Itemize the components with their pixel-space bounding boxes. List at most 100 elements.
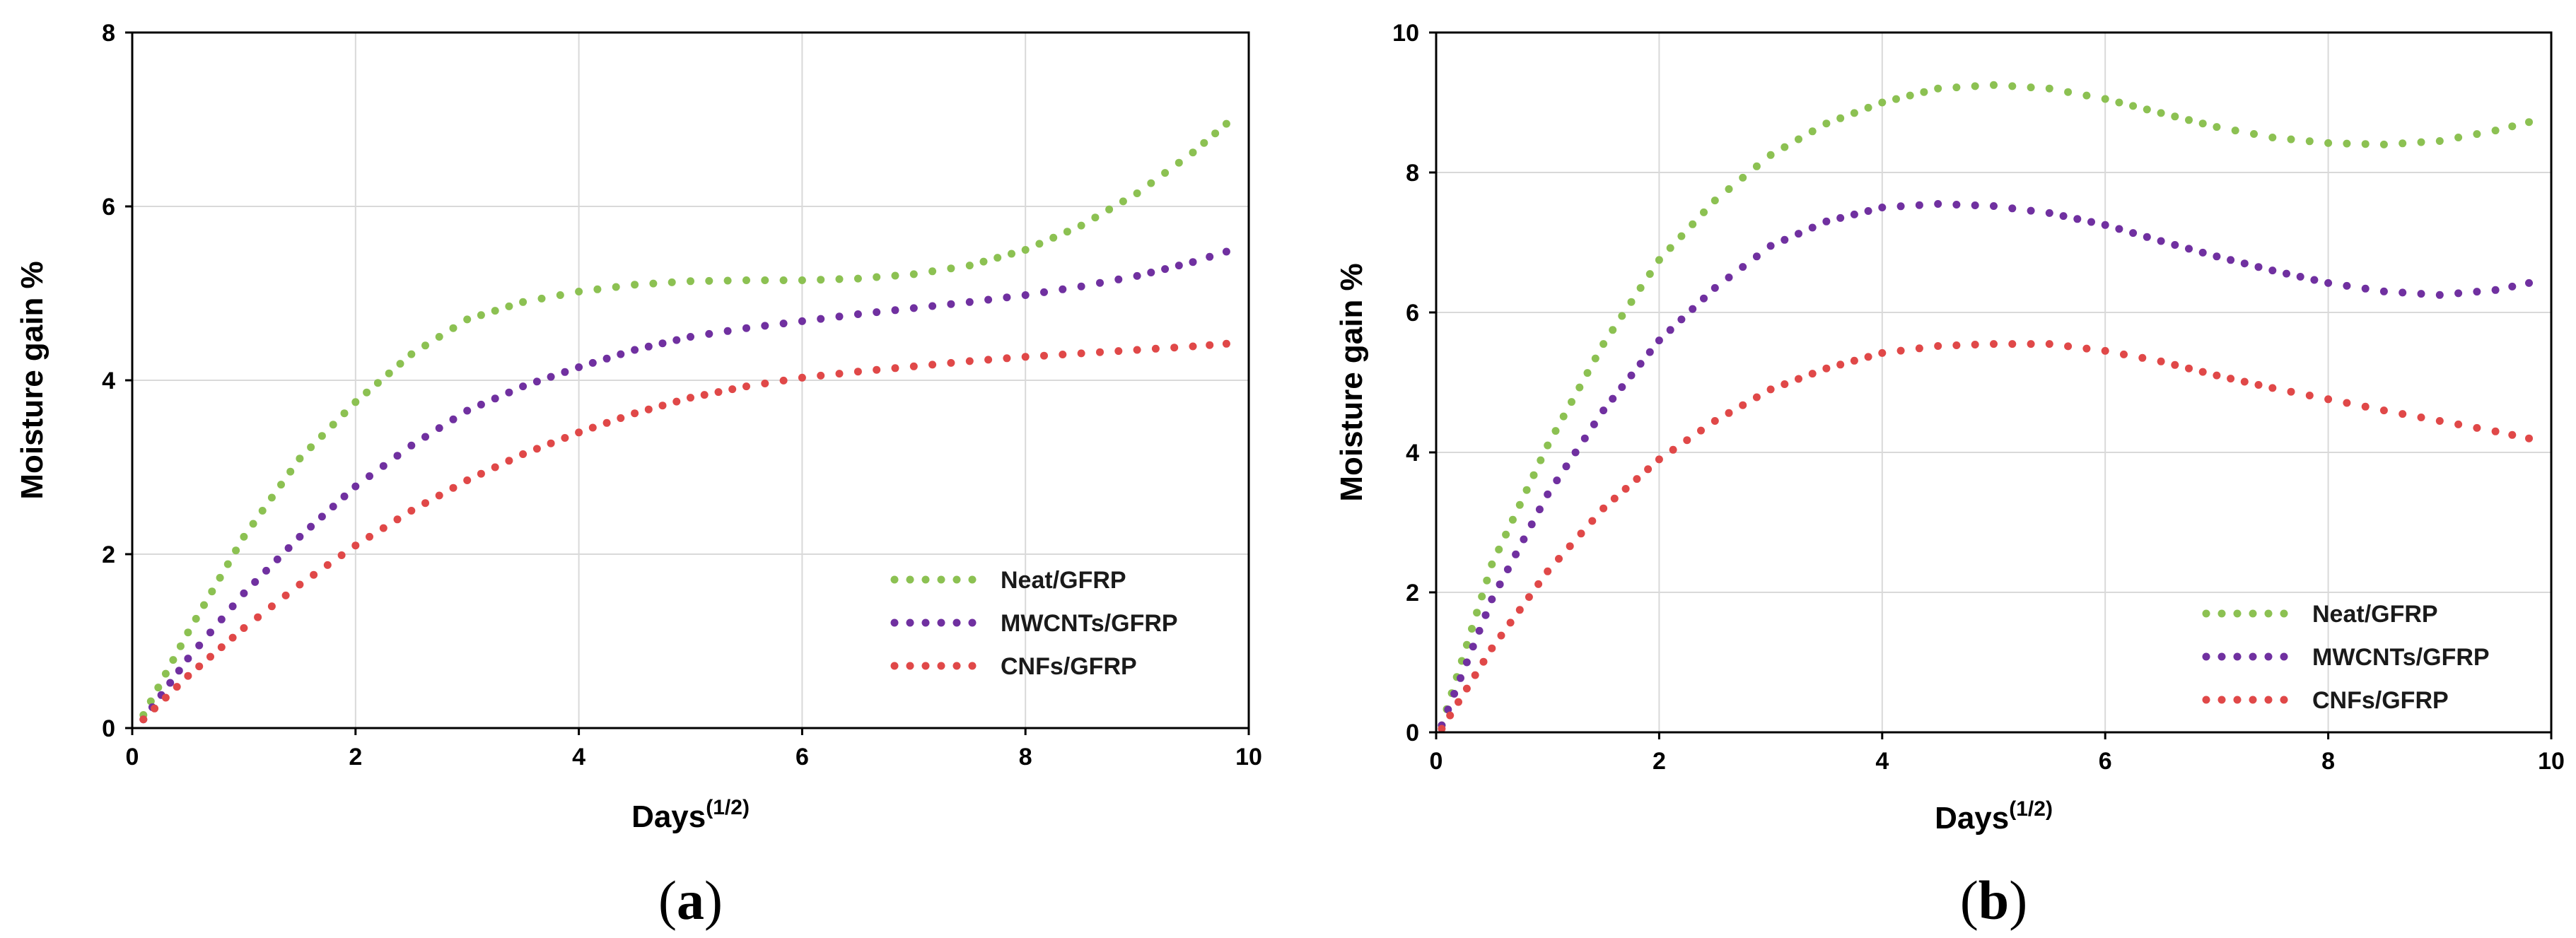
data-point-cnfs-a: [281, 591, 290, 599]
data-point-neat-b: [2324, 139, 2333, 147]
data-point-neat-a: [873, 273, 881, 281]
data-point-mwcnts-a: [1059, 285, 1067, 293]
data-point-mwcnts-a: [761, 322, 769, 330]
data-point-neat-a: [435, 333, 443, 341]
data-point-cnfs-a: [206, 652, 214, 661]
data-point-cnfs-a: [421, 499, 429, 508]
legend-marker-cnfs-b: [2202, 696, 2210, 704]
legend-marker-cnfs-b: [2217, 696, 2226, 704]
legend-marker-cnfs-a: [937, 662, 945, 670]
data-point-mwcnts-b: [1475, 626, 1484, 635]
series-cnfs-b: [1438, 340, 2533, 733]
x-axis-title-b: Days(1/2): [1935, 797, 2053, 836]
panel-letter-b: b: [1978, 869, 2009, 931]
data-point-neat-b: [1677, 232, 1686, 240]
data-point-mwcnts-a: [672, 336, 681, 344]
panel-label-a: (a): [658, 869, 723, 931]
data-point-neat-b: [1502, 530, 1510, 539]
data-point-mwcnts-b: [2143, 233, 2151, 241]
data-point-mwcnts-a: [435, 424, 443, 433]
data-point-mwcnts-a: [705, 329, 713, 338]
data-point-neat-b: [1551, 427, 1560, 435]
data-point-cnfs-b: [1878, 348, 1887, 357]
data-point-neat-a: [286, 467, 295, 476]
data-point-mwcnts-b: [1795, 230, 1802, 238]
data-point-cnfs-b: [2120, 350, 2128, 358]
data-point-neat-a: [1200, 139, 1208, 147]
data-point-neat-b: [2399, 139, 2407, 148]
data-point-cnfs-a: [761, 380, 769, 387]
data-point-cnfs-a: [184, 672, 192, 680]
data-point-cnfs-b: [2064, 342, 2073, 351]
data-point-neat-a: [947, 264, 955, 273]
data-point-cnfs-b: [2008, 340, 2017, 348]
data-point-neat-a: [631, 281, 639, 289]
data-point-neat-a: [192, 614, 200, 623]
x-tick-label-b: 4: [1875, 748, 1889, 775]
data-point-neat-a: [556, 291, 564, 299]
data-point-neat-a: [307, 443, 315, 452]
data-point-neat-b: [1483, 576, 1491, 585]
data-point-cnfs-a: [1096, 348, 1104, 356]
data-point-neat-a: [340, 409, 349, 418]
data-point-neat-b: [2185, 116, 2193, 124]
data-point-cnfs-a: [519, 450, 528, 458]
data-point-neat-b: [1559, 412, 1568, 421]
data-point-cnfs-a: [1021, 353, 1030, 361]
data-point-mwcnts-a: [928, 302, 937, 310]
data-point-mwcnts-a: [1161, 265, 1170, 274]
data-point-neat-a: [258, 507, 267, 515]
data-point-cnfs-a: [310, 570, 318, 579]
y-tick-labels-b: 0 2 4 6 8 10: [1392, 20, 1436, 746]
series-cnfs-a: [139, 339, 1230, 724]
data-point-neat-a: [1035, 240, 1044, 248]
data-point-mwcnts-a: [393, 452, 402, 460]
data-point-neat-a: [232, 546, 240, 555]
data-point-mwcnts-a: [547, 373, 555, 381]
data-point-mwcnts-b: [1864, 207, 1872, 215]
data-point-mwcnts-b: [1752, 252, 1761, 261]
data-point-mwcnts-a: [1114, 275, 1123, 283]
data-point-mwcnts-b: [2129, 229, 2138, 238]
data-point-cnfs-b: [1808, 370, 1817, 378]
y-tick-label-b: 6: [1406, 300, 1419, 327]
data-point-cnfs-a: [728, 385, 737, 394]
data-point-mwcnts-b: [1553, 476, 1561, 485]
data-point-neat-b: [1752, 162, 1761, 170]
data-point-cnfs-b: [1534, 580, 1543, 588]
data-point-neat-b: [2525, 118, 2533, 127]
data-point-cnfs-a: [1170, 344, 1179, 352]
legend-marker-cnfs-a: [906, 662, 914, 670]
data-point-cnfs-b: [2473, 423, 2481, 432]
data-point-cnfs-b: [1739, 401, 1747, 409]
data-point-mwcnts-a: [184, 655, 192, 663]
data-point-mwcnts-b: [1677, 315, 1686, 324]
series-group-a: [139, 119, 1230, 724]
panel-paren-close-a: ): [704, 869, 723, 931]
x-tick-label-a: 8: [1019, 744, 1032, 770]
data-point-neat-a: [385, 369, 393, 377]
data-point-mwcnts-b: [2361, 284, 2370, 293]
legend-marker-neat-a: [952, 575, 961, 584]
data-point-mwcnts-b: [1481, 611, 1490, 619]
data-point-neat-b: [1934, 84, 1942, 93]
data-point-neat-a: [249, 520, 257, 528]
data-point-cnfs-b: [1488, 644, 1496, 652]
data-point-mwcnts-a: [1040, 288, 1048, 296]
data-point-cnfs-a: [1189, 342, 1197, 351]
data-point-mwcnts-b: [2296, 273, 2304, 281]
data-point-neat-b: [1583, 369, 1592, 377]
data-point-neat-b: [2171, 112, 2179, 121]
series-mwcnts-a: [139, 247, 1230, 724]
legend-marker-mwcnts-b: [2217, 652, 2226, 661]
data-point-mwcnts-b: [2045, 209, 2053, 217]
data-point-mwcnts-a: [1206, 252, 1214, 261]
data-point-neat-b: [1689, 220, 1697, 228]
data-point-neat-b: [2045, 84, 2053, 93]
data-point-cnfs-b: [1822, 364, 1831, 373]
data-point-neat-a: [928, 267, 937, 276]
data-point-cnfs-a: [173, 683, 181, 691]
data-point-cnfs-a: [337, 551, 346, 559]
data-point-mwcnts-b: [1599, 406, 1608, 415]
data-point-cnfs-b: [1990, 340, 1998, 348]
